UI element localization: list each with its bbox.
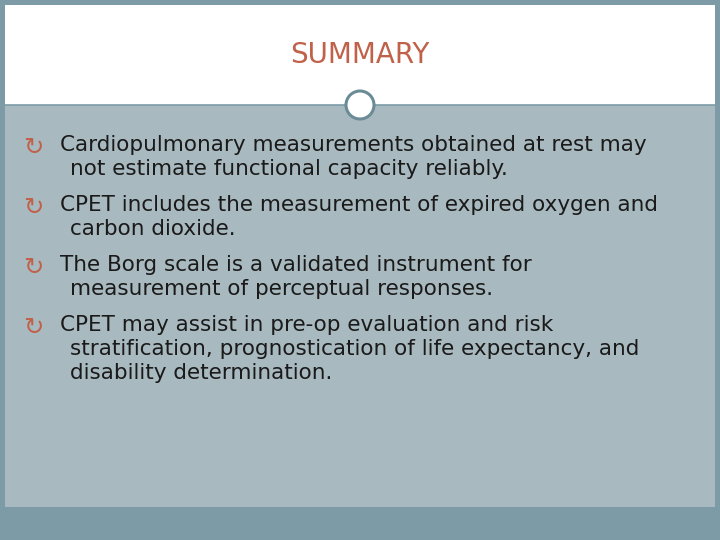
Text: Cardiopulmonary measurements obtained at rest may: Cardiopulmonary measurements obtained at…	[60, 135, 647, 155]
Text: ↻: ↻	[23, 135, 43, 159]
Text: CPET may assist in pre-op evaluation and risk: CPET may assist in pre-op evaluation and…	[60, 315, 553, 335]
FancyBboxPatch shape	[346, 104, 374, 106]
Text: ↻: ↻	[23, 315, 43, 339]
FancyBboxPatch shape	[5, 507, 715, 535]
Text: carbon dioxide.: carbon dioxide.	[70, 219, 235, 239]
FancyBboxPatch shape	[5, 5, 715, 105]
Text: not estimate functional capacity reliably.: not estimate functional capacity reliabl…	[70, 159, 508, 179]
Text: The Borg scale is a validated instrument for: The Borg scale is a validated instrument…	[60, 255, 532, 275]
Text: measurement of perceptual responses.: measurement of perceptual responses.	[70, 279, 493, 299]
Circle shape	[346, 91, 374, 119]
FancyBboxPatch shape	[5, 105, 715, 507]
Text: stratification, prognostication of life expectancy, and: stratification, prognostication of life …	[70, 339, 639, 359]
Text: disability determination.: disability determination.	[70, 363, 333, 383]
Text: SUMMARY: SUMMARY	[290, 41, 430, 69]
Text: ↻: ↻	[23, 195, 43, 219]
Text: CPET includes the measurement of expired oxygen and: CPET includes the measurement of expired…	[60, 195, 658, 215]
Text: ↻: ↻	[23, 255, 43, 279]
